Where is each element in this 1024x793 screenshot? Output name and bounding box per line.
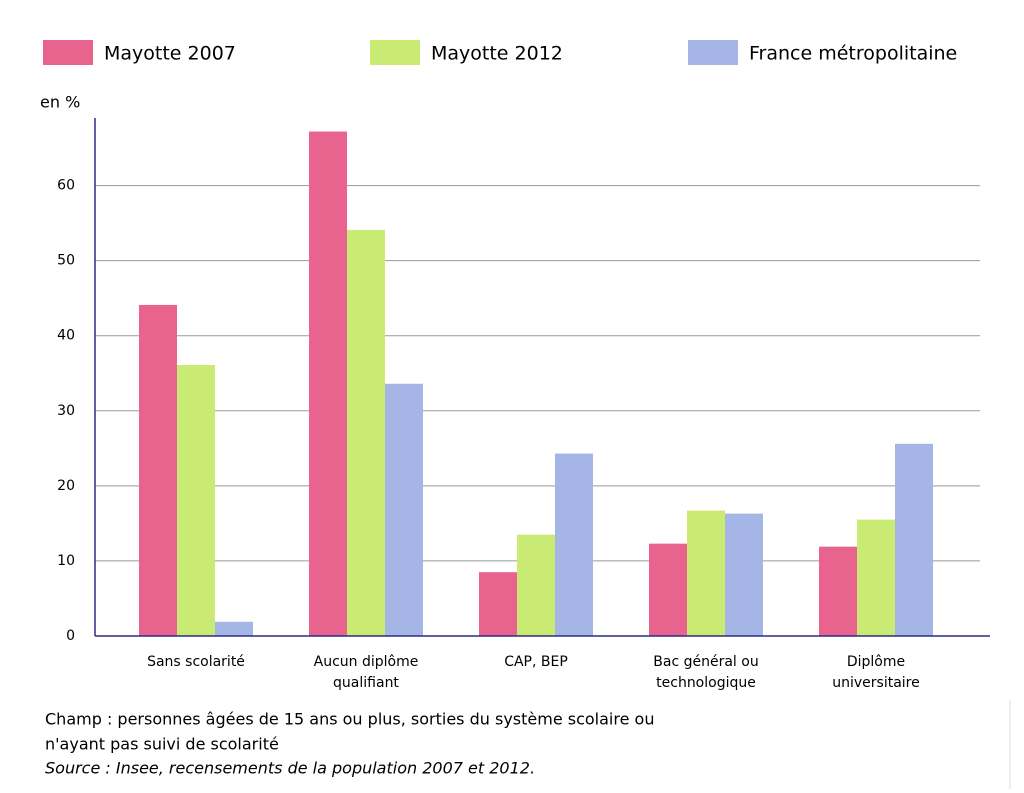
- source: Source : Insee, recensements de la popul…: [45, 759, 535, 778]
- x-tick-label: CAP, BEP: [504, 654, 568, 670]
- x-tick-label: universitaire: [832, 675, 920, 691]
- legend-label: Mayotte 2012: [431, 43, 563, 65]
- bar: [177, 364, 215, 636]
- bar: [309, 131, 347, 636]
- legend-swatch: [688, 40, 738, 65]
- legend-label: Mayotte 2007: [104, 43, 236, 65]
- y-axis-label: en %: [40, 93, 80, 112]
- x-tick-label: Sans scolarité: [147, 654, 245, 670]
- y-tick-label: 40: [57, 328, 75, 344]
- y-tick-label: 30: [57, 403, 75, 419]
- legend-swatch: [43, 40, 93, 65]
- x-tick-label: technologique: [656, 675, 756, 691]
- x-tick-label: qualifiant: [333, 675, 399, 691]
- y-tick-label: 10: [57, 553, 75, 569]
- bar: [385, 383, 423, 636]
- bar: [479, 572, 517, 636]
- x-tick-label: Bac général ou: [653, 654, 758, 670]
- bar: [649, 543, 687, 636]
- bar: [725, 513, 763, 636]
- x-tick-label: Diplôme: [847, 654, 905, 670]
- y-tick-label: 60: [57, 178, 75, 194]
- note: n'ayant pas suivi de scolarité: [45, 735, 279, 754]
- bar: [139, 304, 177, 636]
- y-tick-label: 0: [66, 628, 75, 644]
- legend-label: France métropolitaine: [749, 43, 957, 65]
- bar: [687, 510, 725, 636]
- legend-swatch: [370, 40, 420, 65]
- bar: [857, 519, 895, 636]
- x-tick-label: Aucun diplôme: [314, 654, 419, 670]
- bar: [517, 534, 555, 636]
- bar: [555, 453, 593, 636]
- y-tick-label: 20: [57, 478, 75, 494]
- bar: [819, 546, 857, 636]
- bar: [895, 443, 933, 636]
- bar: [215, 621, 253, 636]
- y-tick-label: 50: [57, 253, 75, 269]
- bar: [347, 229, 385, 636]
- note: Champ : personnes âgées de 15 ans ou plu…: [45, 710, 654, 729]
